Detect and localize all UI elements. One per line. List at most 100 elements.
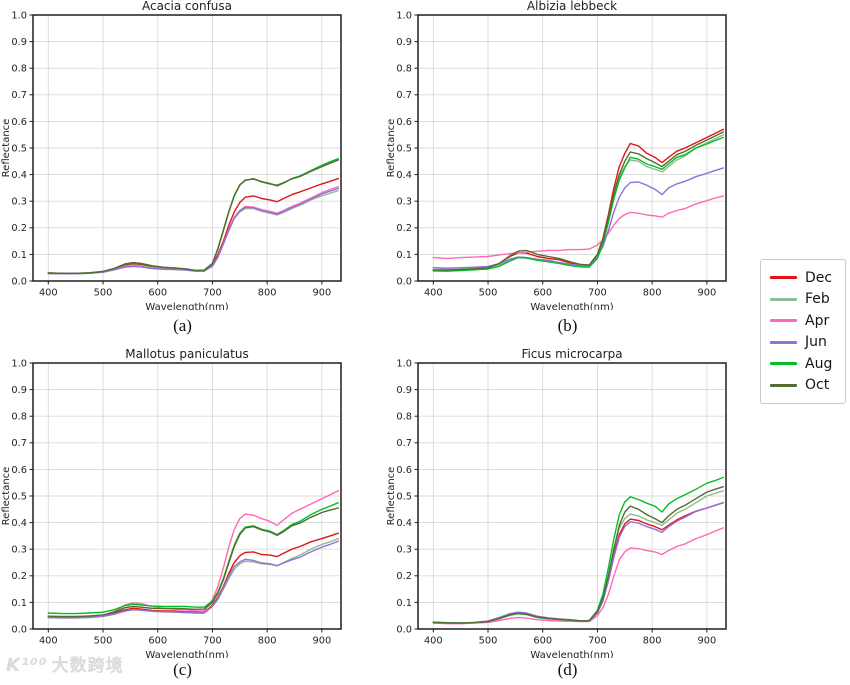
y-tick-label: 0.0 <box>396 624 412 635</box>
y-tick-label: 0.0 <box>11 624 27 635</box>
x-tick-label: 600 <box>148 288 167 299</box>
series-line-feb <box>47 537 339 619</box>
x-tick-label: 700 <box>588 288 607 299</box>
legend-label-feb: Feb <box>805 291 830 308</box>
subplot-albizia-lebbeck-plot: 400 500 600 700 800 900 0.0 0.1 0.2 0.3 0.4 0.5 0.6 0… <box>386 0 727 310</box>
legend-swatch-oct <box>770 383 797 387</box>
series-line-aug <box>432 136 724 272</box>
x-tick-label: 400 <box>39 288 58 299</box>
y-tick-label: 0.2 <box>396 571 412 582</box>
series-line-jun <box>47 187 339 275</box>
legend-swatch-feb <box>770 297 797 301</box>
x-tick-label: 400 <box>424 636 443 647</box>
x-tick-label: 600 <box>533 288 552 299</box>
watermark-logo: K¹⁰⁰ <box>6 655 48 676</box>
subplot-ficus-microcarpa-plot: 400 500 600 700 800 900 0.0 0.1 0.2 0.3 0.4 0.5 0.6 0… <box>386 348 727 658</box>
y-tick-label: 0.2 <box>11 223 27 234</box>
series-line-aug <box>432 476 724 624</box>
y-tick-label: 0.6 <box>396 117 412 128</box>
y-tick-label: 0.1 <box>11 250 27 261</box>
series-line-oct <box>47 507 339 618</box>
x-tick-label: 700 <box>203 288 222 299</box>
legend-label-oct: Oct <box>805 377 830 394</box>
y-tick-label: 0.4 <box>396 518 412 529</box>
watermark-text: 大数跨境 <box>51 656 124 676</box>
y-tick-label: 0.6 <box>11 117 27 128</box>
series-line-apr <box>432 195 724 260</box>
y-tick-label: 0.8 <box>11 412 27 423</box>
subplot-acacia-confusa: 400 500 600 700 800 900 0.0 0.1 0.2 0.3 0.4 0.5 0.6 0… <box>0 0 365 310</box>
y-tick-label: 0.4 <box>396 170 412 181</box>
legend-item-jun: Jun <box>770 332 837 354</box>
legend-swatch-apr <box>770 319 797 323</box>
series-line-apr <box>47 490 339 618</box>
legend: Dec Feb Apr Jun Aug Oct <box>760 259 846 404</box>
legend-swatch-jun <box>770 340 797 344</box>
series-line-feb <box>47 189 339 275</box>
y-tick-label: 0.7 <box>11 90 27 101</box>
series-line-jun <box>47 540 339 619</box>
y-tick-label: 0.7 <box>396 438 412 449</box>
series-line-apr <box>47 185 339 275</box>
y-tick-label: 1.0 <box>11 10 27 21</box>
subplot-albizia-lebbeck: 400 500 600 700 800 900 0.0 0.1 0.2 0.3 0.4 0.5 0.6 0… <box>385 0 750 310</box>
y-tick-label: 0.0 <box>11 276 27 287</box>
legend-item-dec: Dec <box>770 267 837 289</box>
x-tick-label: 400 <box>424 288 443 299</box>
y-axis-label: Reflectance <box>386 467 397 526</box>
y-tick-label: 0.3 <box>11 545 27 556</box>
series-line-oct <box>47 159 339 274</box>
y-tick-label: 0.8 <box>396 64 412 75</box>
legend-label-dec: Dec <box>805 269 833 286</box>
y-axis-label: Reflectance <box>386 119 397 178</box>
series-line-jun <box>432 167 724 269</box>
y-tick-label: 0.9 <box>11 37 27 48</box>
x-tick-label: 900 <box>698 636 717 647</box>
y-tick-label: 0.3 <box>396 545 412 556</box>
y-tick-label: 0.1 <box>396 598 412 609</box>
y-tick-label: 0.4 <box>11 170 27 181</box>
x-tick-label: 800 <box>643 288 662 299</box>
x-tick-label: 700 <box>203 636 222 647</box>
legend-label-aug: Aug <box>805 355 833 372</box>
series-line-oct <box>432 131 724 271</box>
legend-label-apr: Apr <box>805 312 830 329</box>
y-tick-label: 0.0 <box>396 276 412 287</box>
y-tick-label: 0.1 <box>396 250 412 261</box>
y-tick-label: 0.8 <box>396 412 412 423</box>
x-tick-label: 500 <box>94 288 113 299</box>
x-tick-label: 400 <box>39 636 58 647</box>
y-tick-label: 0.7 <box>396 90 412 101</box>
chart-title: Ficus microcarpa <box>521 348 622 361</box>
x-tick-label: 600 <box>533 636 552 647</box>
series-line-dec <box>47 532 339 618</box>
y-tick-label: 0.5 <box>396 491 412 502</box>
y-tick-label: 0.5 <box>11 491 27 502</box>
y-tick-label: 0.7 <box>11 438 27 449</box>
panel-label-d: (d) <box>557 660 578 679</box>
y-tick-label: 0.4 <box>11 518 27 529</box>
legend-label-jun: Jun <box>805 334 827 351</box>
chart-title: Albizia lebbeck <box>527 0 617 13</box>
y-tick-label: 0.8 <box>11 64 27 75</box>
x-tick-label: 500 <box>94 636 113 647</box>
y-tick-label: 1.0 <box>396 10 412 21</box>
subplot-acacia-confusa-plot: 400 500 600 700 800 900 0.0 0.1 0.2 0.3 0.4 0.5 0.6 0… <box>1 0 342 310</box>
x-tick-label: 800 <box>258 636 277 647</box>
panel-label-b: (b) <box>557 316 578 335</box>
y-tick-label: 0.5 <box>396 143 412 154</box>
y-tick-label: 1.0 <box>11 358 27 369</box>
y-tick-label: 0.1 <box>11 598 27 609</box>
x-axis-label: Wavelength(nm) <box>530 650 613 658</box>
y-tick-label: 1.0 <box>396 358 412 369</box>
x-axis-label: Wavelength(nm) <box>145 650 228 658</box>
x-axis-label: Wavelength(nm) <box>530 302 613 310</box>
x-tick-label: 800 <box>258 288 277 299</box>
series-line-apr <box>432 527 724 625</box>
y-axis-label: Reflectance <box>1 467 12 526</box>
y-tick-label: 0.5 <box>11 143 27 154</box>
series-line-oct <box>432 486 724 624</box>
series-line-feb <box>432 134 724 270</box>
legend-swatch-aug <box>770 362 797 366</box>
series-line-dec <box>432 502 724 624</box>
